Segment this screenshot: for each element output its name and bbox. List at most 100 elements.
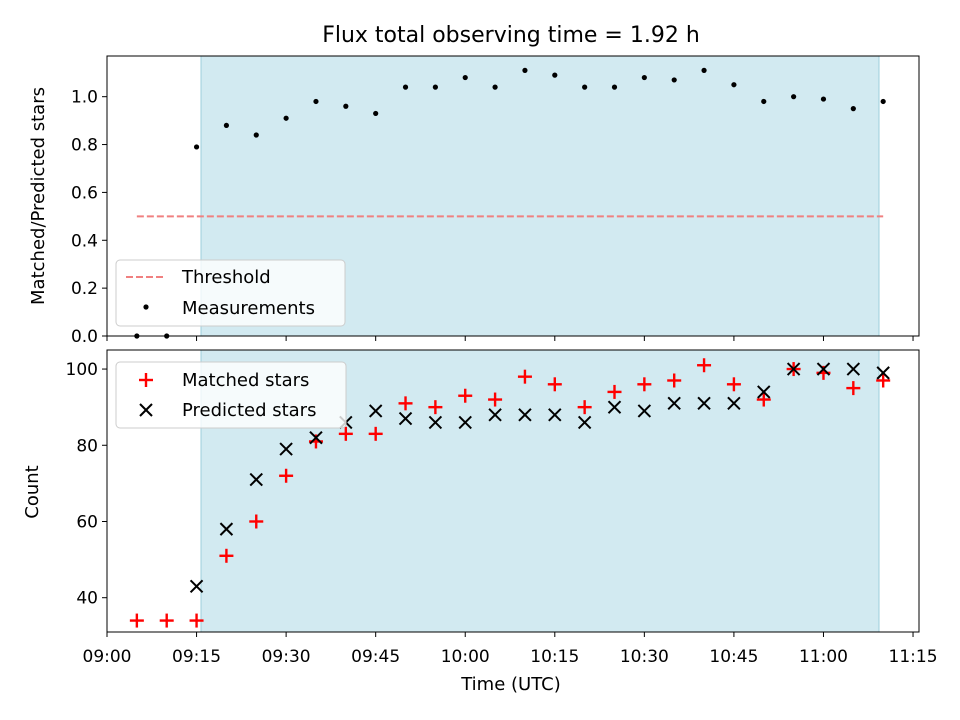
predicted-star-point xyxy=(518,408,532,422)
matched-star-point xyxy=(279,468,294,483)
matched-stars-legend-label: Matched stars xyxy=(182,370,309,391)
top-legend: Threshold Measurements xyxy=(115,259,346,327)
top-axes-frame xyxy=(106,55,920,337)
predicted-star-point xyxy=(428,415,443,430)
predicted-star-point xyxy=(727,396,741,411)
bottom-axes-frame xyxy=(106,349,920,633)
matched-star-point xyxy=(428,400,443,415)
predicted-star-point xyxy=(219,522,234,536)
measurement-point xyxy=(253,132,259,138)
measurement-point xyxy=(343,103,349,109)
measurement-point xyxy=(492,84,498,90)
x-tick-label: 10:45 xyxy=(709,647,758,667)
measurement-point xyxy=(552,72,558,78)
predicted-star-point xyxy=(697,396,711,411)
predicted-star-point xyxy=(607,400,622,414)
measurement-point xyxy=(671,77,677,83)
matched-star-point xyxy=(637,377,652,392)
matched-star-point xyxy=(398,396,413,411)
predicted-star-point xyxy=(548,408,562,422)
bottom-x-ticks: 09:00 09:15 09:30 09:45 10:00 10:15 10:30 10:45… xyxy=(83,632,938,667)
matched-star-point xyxy=(368,426,383,441)
matched-star-point xyxy=(458,388,473,403)
predicted-star-point xyxy=(816,362,831,376)
predicted-star-point xyxy=(488,408,502,422)
predicted-stars-legend-swatch xyxy=(139,403,153,417)
measurement-point xyxy=(582,84,588,90)
predicted-star-point xyxy=(786,362,801,376)
top-legend-box xyxy=(115,259,346,327)
x-tick-label: 09:00 xyxy=(83,647,132,667)
bottom-y-tick-label: 60 xyxy=(76,512,98,532)
matched-star-point xyxy=(219,548,234,563)
measurement-point xyxy=(641,74,647,81)
top-y-tick-label: 0.6 xyxy=(71,183,98,203)
top-y-tick-label: 0.8 xyxy=(71,136,98,156)
measurement-point xyxy=(850,106,856,112)
matched-star-point xyxy=(756,392,771,407)
measurement-point xyxy=(432,84,438,90)
predicted-star-point xyxy=(667,396,681,411)
predicted-stars-legend-label: Predicted stars xyxy=(182,400,316,421)
x-tick-label: 10:30 xyxy=(620,647,669,667)
top-data-marks xyxy=(134,67,886,339)
predicted-star-point xyxy=(876,366,890,380)
bottom-y-ticks: 40 60 80 100 xyxy=(66,360,107,609)
predicted-star-point xyxy=(458,415,472,430)
matched-star-point xyxy=(159,613,174,628)
top-y-tick-label: 0.2 xyxy=(71,279,98,299)
matched-star-point xyxy=(488,392,503,407)
x-tick-label: 09:15 xyxy=(172,647,221,667)
bottom-y-tick-label: 40 xyxy=(76,589,98,609)
measurement-point xyxy=(313,98,319,105)
measurements-legend-label: Measurements xyxy=(182,298,315,319)
measurement-point xyxy=(193,144,200,150)
x-tick-label: 09:30 xyxy=(262,647,311,667)
matched-star-point xyxy=(726,377,741,392)
measurement-point xyxy=(522,67,528,73)
top-y-tick-label: 0.4 xyxy=(71,231,98,251)
bottom-panel: 40 60 80 100 09:00 09:15 09:30 09:45 10:00 10:15… xyxy=(22,349,938,695)
x-tick-label: 10:15 xyxy=(530,647,579,667)
top-y-ticks: 0.0 0.2 0.4 0.6 0.8 1.0 xyxy=(71,88,107,347)
predicted-star-point xyxy=(249,472,263,487)
top-y-axis-label: Matched/Predicted stars xyxy=(28,87,49,305)
predicted-star-point xyxy=(577,415,592,430)
x-tick-label: 11:00 xyxy=(799,647,848,667)
matched-star-point xyxy=(846,381,861,396)
matched-star-point xyxy=(129,613,144,628)
matched-stars-legend-swatch xyxy=(139,373,153,387)
top-y-tick-label: 0.0 xyxy=(71,327,98,347)
measurement-point xyxy=(731,82,737,88)
x-tick-label: 10:00 xyxy=(441,647,490,667)
chart-title: Flux total observing time = 1.92 h xyxy=(322,23,700,48)
measurement-point xyxy=(611,84,618,90)
matched-star-point xyxy=(517,369,532,384)
measurements-legend-swatch xyxy=(143,304,149,310)
matched-star-point xyxy=(697,358,712,373)
top-x-ticks xyxy=(106,336,914,341)
matched-star-point xyxy=(249,514,264,529)
x-tick-label: 09:45 xyxy=(351,647,400,667)
bottom-y-axis-label: Count xyxy=(22,465,43,518)
matched-star-point xyxy=(338,426,353,441)
measurement-point xyxy=(402,84,409,90)
bottom-y-tick-label: 80 xyxy=(76,436,98,456)
measurement-point xyxy=(223,122,230,129)
predicted-star-point xyxy=(309,430,323,445)
matched-star-point xyxy=(667,373,682,388)
measurement-point xyxy=(880,98,886,105)
bottom-legend-box xyxy=(115,361,347,429)
predicted-star-point xyxy=(368,404,383,418)
bottom-legend: Matched stars Predicted stars xyxy=(115,361,347,429)
measurement-point xyxy=(791,94,797,100)
matched-star-point xyxy=(876,373,891,388)
predicted-star-point xyxy=(279,442,293,456)
x-axis-label: Time (UTC) xyxy=(460,674,561,695)
predicted-star-point xyxy=(846,362,861,376)
matched-star-point xyxy=(189,613,204,628)
bottom-y-tick-label: 100 xyxy=(66,360,98,380)
measurement-point xyxy=(462,74,468,81)
measurement-point xyxy=(283,115,289,121)
